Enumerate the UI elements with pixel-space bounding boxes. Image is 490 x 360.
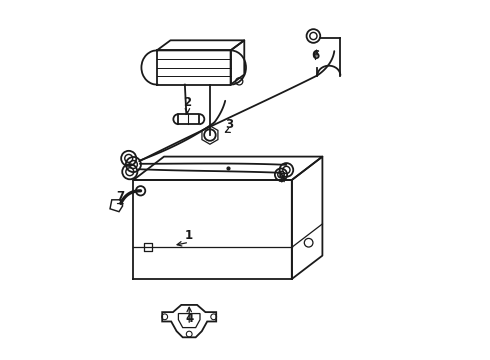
- Text: 7: 7: [117, 190, 125, 203]
- Text: 5: 5: [277, 172, 285, 185]
- Text: 6: 6: [311, 49, 319, 62]
- Text: 4: 4: [185, 312, 194, 325]
- Text: 3: 3: [225, 118, 233, 131]
- Text: 1: 1: [185, 229, 193, 242]
- Text: 2: 2: [183, 96, 192, 109]
